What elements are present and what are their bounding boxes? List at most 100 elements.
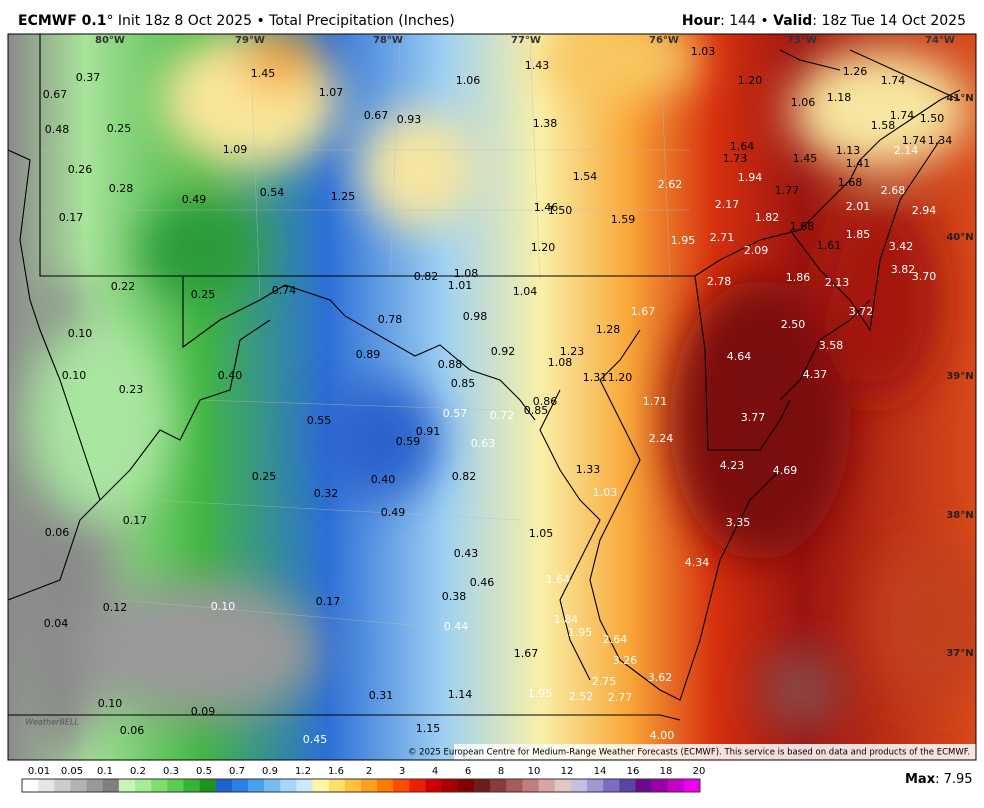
point-label: 2.13 <box>825 276 850 289</box>
colorbar-tick-label: 20 <box>693 766 706 777</box>
point-label: 1.38 <box>533 117 558 130</box>
model: ECMWF 0.1 <box>18 13 106 29</box>
colorbar-tick-label: 10 <box>528 766 541 777</box>
colorbar-swatch <box>651 779 669 792</box>
point-label: 3.58 <box>819 339 844 352</box>
colorbar-swatch <box>86 779 104 792</box>
point-label: 1.46 <box>534 201 559 214</box>
colorbar-swatch <box>474 779 491 792</box>
point-label: 0.72 <box>490 409 515 422</box>
point-label: 0.55 <box>307 414 332 427</box>
lat-label: 41°N <box>946 93 973 104</box>
colorbar-tick-label: 6 <box>465 766 471 777</box>
point-label: 1.18 <box>827 91 852 104</box>
colorbar-swatch <box>441 779 459 792</box>
lon-label: 75°W <box>787 35 817 46</box>
point-label: 1.68 <box>838 176 863 189</box>
point-label: 0.78 <box>378 313 403 326</box>
point-label: 0.37 <box>76 71 101 84</box>
max-value: : 7.95 <box>935 772 972 787</box>
lat-label: 38°N <box>946 510 973 521</box>
point-label: 1.07 <box>319 86 344 99</box>
point-label: 4.00 <box>650 729 675 742</box>
colorbar-swatch <box>393 779 410 792</box>
point-label: 1.06 <box>791 96 816 109</box>
point-label: 0.82 <box>414 270 439 283</box>
colorbar-swatch <box>570 779 588 792</box>
point-label: 1.74 <box>881 74 906 87</box>
max: Max: 7.95 <box>905 772 973 787</box>
colorbar-swatch <box>264 779 281 792</box>
colorbar-swatch <box>328 779 346 792</box>
point-label: 1.43 <box>525 59 550 72</box>
point-label: 0.91 <box>416 425 441 438</box>
point-label: 1.23 <box>560 345 585 358</box>
point-label: 1.41 <box>846 157 871 170</box>
point-label: 1.13 <box>836 144 861 157</box>
point-label: 1.67 <box>631 305 656 318</box>
point-labels: 80°W 79°W 78°W 77°W 76°W 75°W 74°W 41°N 40°N 39°N… <box>43 35 974 746</box>
colorbar-swatch <box>361 779 378 792</box>
point-label: 2.09 <box>744 244 769 257</box>
point-label: 1.20 <box>608 371 633 384</box>
point-label: 3.26 <box>613 654 638 667</box>
colorbar-tick-label: 0.01 <box>28 766 50 777</box>
colorbar-tick-label: 4 <box>432 766 438 777</box>
colorbar-tick-label: 2 <box>366 766 372 777</box>
colorbar-swatch <box>183 779 200 792</box>
point-label: 0.10 <box>211 600 236 613</box>
point-label: 3.82 <box>891 263 916 276</box>
point-label: 0.17 <box>123 514 148 527</box>
colorbar-swatch <box>603 779 620 792</box>
point-label: 1.74 <box>902 134 927 147</box>
point-label: 1.05 <box>529 527 554 540</box>
point-label: 0.86 <box>533 395 558 408</box>
lon-label: 76°W <box>649 35 679 46</box>
valid: : 18z Tue 14 Oct 2025 <box>812 13 966 29</box>
colorbar-tick-label: 12 <box>561 766 574 777</box>
point-label: 0.10 <box>62 369 87 382</box>
colorbar-tick-label: 1.2 <box>295 766 311 777</box>
colorbar-swatch <box>215 779 233 792</box>
point-label: 0.04 <box>44 617 69 630</box>
lat-label: 39°N <box>946 371 973 382</box>
point-label: 0.85 <box>524 404 549 417</box>
point-label: 0.06 <box>45 526 70 539</box>
colorbar-tick-label: 8 <box>498 766 504 777</box>
point-label: 2.75 <box>592 675 617 688</box>
colorbar-tick-label: 3 <box>399 766 405 777</box>
point-label: 1.95 <box>671 234 696 247</box>
colorbar-swatch <box>667 779 685 792</box>
point-label: 2.62 <box>658 178 683 191</box>
colorbar-tick-label: 18 <box>660 766 673 777</box>
point-label: 2.64 <box>603 633 628 646</box>
point-label: 2.94 <box>912 204 937 217</box>
colorbar-swatch <box>409 779 426 792</box>
colorbar-swatch <box>102 779 120 792</box>
point-label: 0.22 <box>111 280 136 293</box>
point-label: 1.77 <box>775 184 800 197</box>
colorbar-swatch <box>425 779 443 792</box>
colorbar-swatch <box>280 779 297 792</box>
colorbar-swatch <box>457 779 475 792</box>
point-label: 1.33 <box>576 463 601 476</box>
colorbar-swatch <box>522 779 539 792</box>
point-label: 2.78 <box>707 275 732 288</box>
point-label: 4.64 <box>727 350 752 363</box>
point-label: 1.28 <box>596 323 621 336</box>
point-label: 0.45 <box>303 733 328 746</box>
point-label: 1.08 <box>548 356 573 369</box>
point-label: 1.58 <box>871 119 896 132</box>
point-label: 1.04 <box>513 285 538 298</box>
point-label: 1.20 <box>738 74 763 87</box>
lat-label: 37°N <box>946 648 973 659</box>
point-label: 0.98 <box>463 310 488 323</box>
lon-label: 77°W <box>511 35 541 46</box>
point-label: 2.14 <box>894 144 919 157</box>
colorbar-swatch <box>151 779 168 792</box>
point-label: 4.34 <box>685 556 710 569</box>
point-label: 0.28 <box>109 182 134 195</box>
point-label: 1.82 <box>755 211 780 224</box>
colorbar-swatch <box>22 779 39 792</box>
state-borders <box>8 34 961 721</box>
